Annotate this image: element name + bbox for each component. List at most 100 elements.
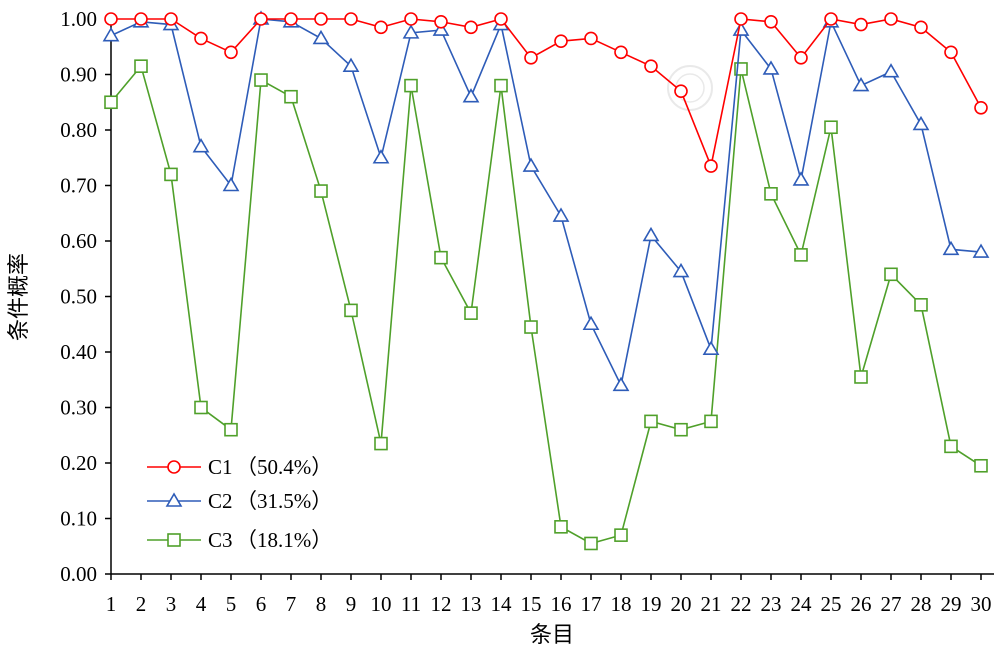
x-tick-label: 9 <box>346 592 357 616</box>
series-c1-point <box>884 12 898 26</box>
x-tick-label: 23 <box>761 592 782 616</box>
series-c1-point <box>494 12 508 26</box>
series-c3-point <box>374 436 388 451</box>
x-tick-label: 5 <box>226 592 237 616</box>
series-c3 <box>104 59 988 551</box>
series-c1-point <box>854 17 868 32</box>
series-c1-point <box>374 20 388 35</box>
series-c2-point <box>762 60 780 75</box>
x-tick-label: 13 <box>461 592 482 616</box>
series-c3-point <box>614 528 628 542</box>
legend-item-c2: C2 （31.5%） <box>147 489 332 513</box>
legend-share-c1: （50.4%） <box>236 455 332 479</box>
series-c1-point <box>254 12 268 26</box>
x-tick-label: 11 <box>401 592 421 616</box>
x-tick-label: 6 <box>256 592 267 616</box>
series-c1-point <box>914 20 928 35</box>
legend-share-c3: （18.1%） <box>236 528 332 552</box>
y-tick-label: 0.70 <box>60 174 97 198</box>
series-c2-point <box>972 243 990 258</box>
series-c1-point <box>404 12 418 26</box>
x-tick-label: 14 <box>491 592 513 616</box>
legend: C1 （50.4%）C2 （31.5%）C3 （18.1%） <box>147 455 332 552</box>
x-tick-label: 20 <box>671 592 692 616</box>
y-tick-label: 0.30 <box>60 396 97 420</box>
series-c1-point <box>194 31 208 46</box>
series-c1-point <box>134 12 148 26</box>
x-tick-label: 8 <box>316 592 327 616</box>
series-c1-point <box>584 31 598 46</box>
series-c3-point <box>914 298 928 312</box>
series-c3-point <box>314 184 328 198</box>
x-tick-label: 29 <box>941 592 962 616</box>
x-tick-label: 25 <box>821 592 842 616</box>
x-tick-label: 2 <box>136 592 147 616</box>
x-tick-label: 15 <box>521 592 542 616</box>
y-tick-label: 0.00 <box>60 562 97 586</box>
series-c2-point <box>672 262 690 278</box>
series-c1-point <box>554 34 568 49</box>
y-tick-label: 0.40 <box>60 340 97 364</box>
legend-share-c2: （31.5%） <box>236 489 332 513</box>
y-axis-ticks: 0.00 0.10 0.20 0.30 0.40 0.50 0.60 0.70 0.80 0.90… <box>60 7 111 586</box>
series-c2-point <box>792 171 810 186</box>
series-c3-point <box>554 520 568 534</box>
series-c3-point <box>794 248 808 262</box>
y-tick-label: 0.80 <box>60 118 97 142</box>
legend-label-c2: C2 <box>208 489 233 513</box>
series-c2-point <box>582 315 600 331</box>
series-c3-point <box>494 78 508 93</box>
legend-marker-c3 <box>167 533 181 547</box>
x-tick-label: 26 <box>851 592 872 616</box>
series-c1-line <box>111 18 982 169</box>
series-c2-point <box>222 176 240 192</box>
x-tick-label: 19 <box>641 592 662 616</box>
series-c3-point <box>584 536 598 551</box>
series-c1-point <box>614 45 628 60</box>
series-c3-point <box>524 320 538 334</box>
series-c2-point <box>342 57 360 72</box>
series-c2-point <box>402 24 420 39</box>
y-tick-label: 0.60 <box>60 229 97 253</box>
x-tick-label: 1 <box>106 592 117 616</box>
series-c1 <box>104 12 988 173</box>
series-c3-point <box>974 458 988 473</box>
y-tick-label: 0.50 <box>60 285 97 309</box>
series-c2-point <box>102 27 120 42</box>
x-tick-label: 27 <box>881 592 902 616</box>
series-c1-point <box>104 12 118 26</box>
series-c1-point <box>434 14 448 29</box>
series-c2-point <box>552 207 570 222</box>
series-c1-point <box>224 45 238 60</box>
x-tick-label: 24 <box>791 592 813 616</box>
series-c3-line <box>110 64 982 545</box>
series-c2-point <box>462 88 480 103</box>
legend-label-c1: C1 <box>208 455 233 479</box>
series-c3-point <box>404 78 418 93</box>
x-tick-label: 16 <box>551 592 572 616</box>
series-c1-point <box>944 45 958 60</box>
x-axis-title: 条目 <box>530 623 574 648</box>
x-tick-label: 12 <box>431 592 452 616</box>
x-tick-label: 22 <box>731 592 752 616</box>
x-tick-label: 4 <box>196 592 207 616</box>
y-tick-label: 0.10 <box>60 507 97 531</box>
series-c1-point <box>524 51 538 65</box>
series-c1-point <box>734 12 748 26</box>
series-c2-point <box>882 63 900 78</box>
legend-item-c1: C1 （50.4%） <box>147 455 332 479</box>
series-c2-point <box>312 29 330 45</box>
series-c2-point <box>912 115 930 131</box>
series-c2-point <box>612 376 630 392</box>
series-c3-point <box>464 306 478 320</box>
legend-item-c3: C3 （18.1%） <box>147 528 332 552</box>
x-tick-label: 17 <box>581 592 602 616</box>
series-c2-point <box>372 149 390 164</box>
series-c3-point <box>644 414 658 429</box>
series-c3-point <box>164 167 178 182</box>
x-tick-label: 18 <box>611 592 632 616</box>
series-c2-point <box>702 340 720 356</box>
series-c3-point <box>884 267 898 282</box>
series-c2-line <box>110 18 982 388</box>
